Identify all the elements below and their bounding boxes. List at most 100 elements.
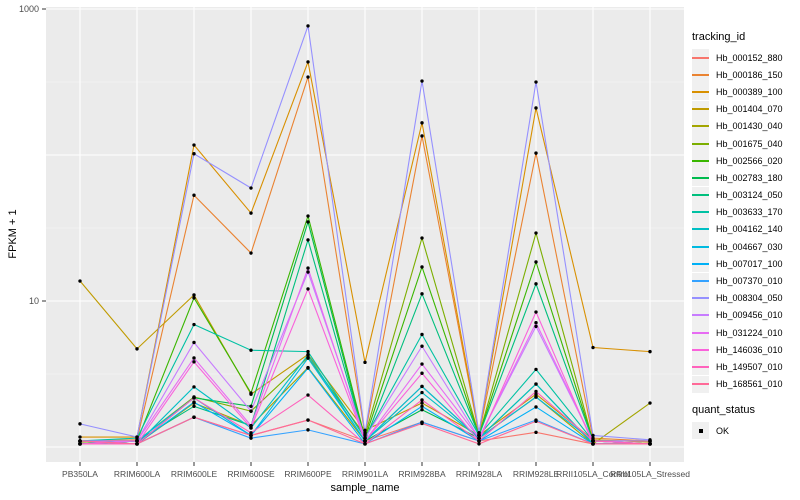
data-point: [648, 401, 652, 405]
data-point: [249, 251, 253, 255]
data-point: [249, 404, 253, 409]
legend-line-swatch: [692, 262, 709, 265]
data-point: [420, 408, 424, 412]
data-point: [135, 347, 139, 351]
data-point: [420, 292, 424, 296]
data-point: [534, 392, 538, 396]
legend-line-swatch: [692, 365, 709, 368]
legend-key: [692, 83, 709, 101]
data-point: [363, 428, 367, 433]
legend-entry-label: Hb_168561_010: [716, 379, 783, 390]
data-point: [78, 439, 82, 443]
data-point: [192, 340, 196, 345]
legend-entry-label: Hb_009456_010: [716, 310, 783, 321]
data-point: [192, 296, 196, 300]
legend-line-swatch: [692, 194, 709, 197]
data-point: [420, 134, 424, 138]
legend-key: [692, 100, 709, 118]
data-point: [534, 405, 538, 409]
y-tick-label-10: 10: [28, 296, 39, 306]
data-point: [363, 431, 367, 435]
legend-entry: Hb_001675_040: [692, 135, 783, 153]
legend-entry: Hb_002783_180: [692, 169, 783, 187]
data-point: [591, 442, 595, 446]
data-point: [420, 421, 424, 426]
data-point: [306, 349, 310, 354]
legend-point-swatch: [698, 428, 703, 433]
legend-title: tracking_id: [692, 31, 746, 43]
legend-entry: Hb_009456_010: [692, 306, 783, 324]
data-point: [420, 371, 424, 375]
legend-line-swatch: [692, 125, 709, 128]
legend-entry: Hb_008304_050: [692, 289, 783, 307]
legend-quant-status: quant_status OK: [692, 403, 755, 440]
data-point: [534, 151, 538, 155]
legend-entry-label: Hb_031224_010: [716, 327, 783, 338]
x-tick-label: RRIM600SE: [227, 469, 275, 479]
data-point: [249, 186, 253, 190]
data-point: [135, 442, 139, 446]
data-point: [192, 400, 196, 404]
legend-entry-label: Hb_000152_880: [716, 52, 783, 63]
legend-entry: Hb_149507_010: [692, 358, 783, 376]
legend-key: [692, 255, 709, 273]
legend-line-swatch: [692, 142, 709, 145]
legend-entry-label: Hb_003633_170: [716, 207, 783, 218]
x-tick-label: RRIM600LA: [113, 469, 161, 479]
x-tick-label: RRIM600LE: [170, 469, 218, 479]
data-point: [192, 360, 196, 364]
legend-key: [692, 289, 709, 307]
legend-entry: Hb_146036_010: [692, 341, 783, 359]
data-point: [249, 436, 253, 440]
legend-entry-label: Hb_004162_140: [716, 224, 783, 235]
data-point: [306, 356, 310, 360]
data-point: [306, 24, 310, 28]
legend-line-swatch: [692, 314, 709, 317]
data-point: [363, 439, 367, 443]
data-point: [534, 231, 538, 235]
legend-entry: Hb_168561_010: [692, 375, 783, 393]
legend-entry-label: Hb_001675_040: [716, 138, 783, 149]
data-point: [249, 211, 253, 215]
legend-entry-label: OK: [716, 425, 730, 436]
legend-entry: Hb_000186_150: [692, 66, 783, 84]
data-point: [534, 260, 538, 264]
data-point: [591, 439, 595, 443]
legend-line-swatch: [692, 73, 709, 76]
data-point: [306, 238, 310, 242]
data-point: [591, 433, 595, 438]
data-point: [477, 433, 481, 438]
x-tick-label: PB350LA: [62, 469, 98, 479]
legend-key: [692, 306, 709, 324]
x-tick-label: RRII105LA_Stressed: [610, 469, 690, 479]
legend-entry: Hb_001404_070: [692, 100, 783, 118]
data-point: [420, 236, 424, 240]
data-point: [534, 80, 538, 84]
legend-line-swatch: [692, 176, 709, 179]
data-point: [192, 396, 196, 400]
data-point: [477, 431, 481, 435]
series-points-Hb_000389_100: [78, 60, 652, 439]
y-axis-title: FPKM + 1: [7, 209, 19, 259]
legend-entry-label: Hb_000389_100: [716, 86, 783, 97]
legend-entry: Hb_000152_880: [692, 49, 783, 67]
data-point: [135, 435, 139, 439]
data-point: [249, 426, 253, 430]
data-point: [534, 430, 538, 435]
legend-key: [692, 422, 709, 440]
data-point: [420, 404, 424, 409]
data-point: [420, 401, 424, 405]
data-point: [477, 439, 481, 443]
legend-entry-label: Hb_146036_010: [716, 344, 783, 355]
legend-key: [692, 169, 709, 187]
data-point: [420, 384, 424, 389]
data-point: [306, 75, 310, 79]
data-point: [78, 442, 82, 446]
series-points-Hb_008304_050: [78, 24, 652, 442]
data-point: [648, 349, 652, 354]
legend-entry: Hb_007370_010: [692, 272, 783, 290]
data-point: [591, 345, 595, 350]
data-point: [192, 152, 196, 156]
data-point: [306, 366, 310, 370]
